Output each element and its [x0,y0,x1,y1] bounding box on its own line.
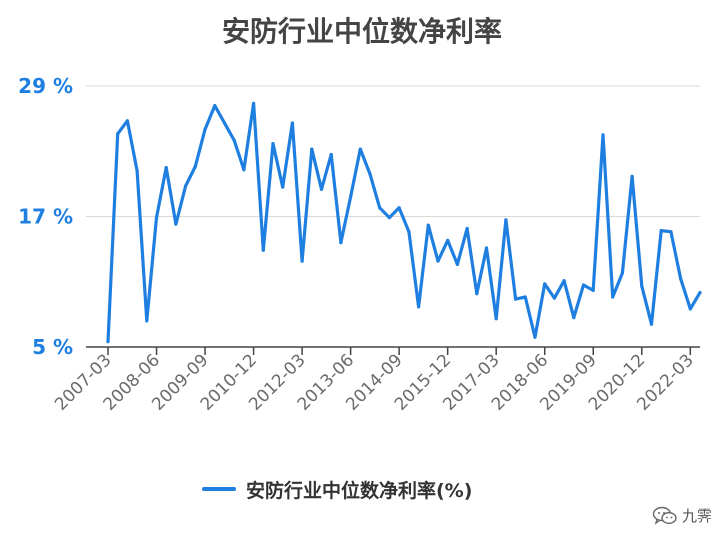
data-point [640,284,644,288]
legend[interactable]: 安防行业中位数净利率(%) [202,474,472,504]
data-point [164,166,168,170]
data-point [688,307,692,311]
data-point [552,296,557,300]
data-point [669,230,673,234]
data-point [446,238,450,242]
data-point [436,259,440,263]
chart-title: 安防行业中位数净利率 [221,15,502,48]
data-point [261,248,265,252]
data-point [426,223,430,227]
data-point [252,101,256,105]
data-point [145,319,149,323]
y-tick-label: 17 % [18,205,73,229]
series-line [106,101,702,344]
data-point [581,283,586,287]
data-point [407,230,411,234]
y-tick-label: 5 % [32,335,73,359]
data-point [281,185,285,189]
data-point [601,133,605,137]
data-point [222,121,227,125]
data-point [397,206,401,210]
watermark-text: 九霁 [681,507,712,525]
data-point [290,121,294,125]
data-point [523,295,527,299]
data-point [533,335,537,339]
data-point [484,246,489,250]
data-point [339,241,343,245]
data-point [591,288,595,292]
data-point [271,142,275,146]
data-point [543,282,547,286]
data-point [475,292,479,296]
data-point [504,218,508,222]
data-point [349,195,353,199]
data-point [203,127,207,132]
data-point [116,132,120,136]
data-point [329,152,333,157]
data-point [106,340,110,344]
data-point [232,138,236,142]
data-point [611,295,615,299]
data-point [494,317,498,321]
data-point [319,187,324,191]
data-point [465,226,469,231]
data-point [154,216,159,220]
data-point [378,206,382,210]
wechat-icon [652,506,677,525]
data-point [572,316,576,320]
data-point [562,279,566,283]
watermark: 九霁 [652,505,712,526]
data-point [649,322,654,326]
data-point [620,271,625,275]
data-point [184,184,188,188]
data-point [630,174,634,178]
data-point [358,147,362,151]
data-point [455,262,459,266]
data-point [368,172,372,176]
data-point [125,119,129,123]
data-point [698,291,702,295]
data-point [679,276,683,281]
data-point [135,169,139,173]
data-point [514,297,518,301]
data-point [310,147,314,151]
data-point [193,164,197,169]
legend-swatch [202,487,236,491]
data-point [242,168,246,172]
legend-label: 安防行业中位数净利率(%) [246,479,473,502]
data-point [659,229,663,233]
data-point [300,259,304,263]
data-point [387,216,391,220]
data-point [174,222,178,226]
data-point [213,104,217,108]
data-point [417,305,421,309]
y-tick-label: 29 % [18,74,73,98]
